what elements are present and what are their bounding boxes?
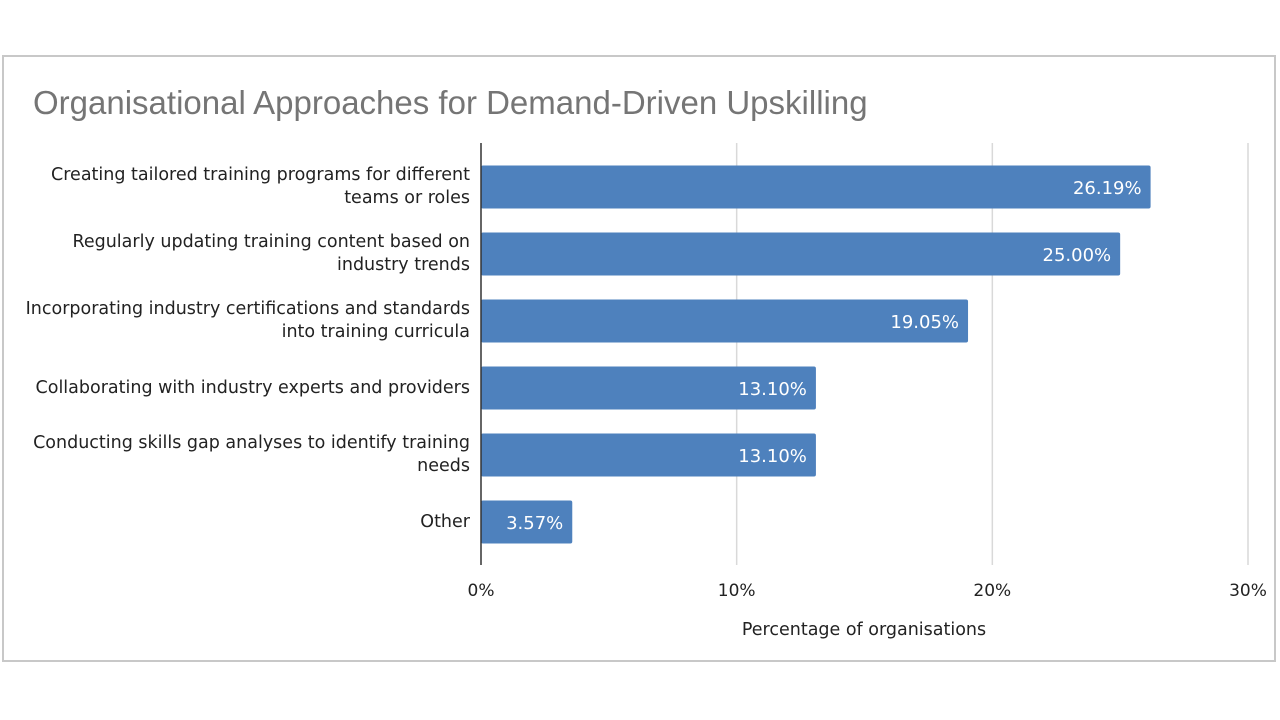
x-tick-label: 0% [468, 581, 495, 601]
x-axis-title: Percentage of organisations [741, 620, 987, 640]
x-tick-label: 20% [973, 581, 1011, 601]
bar [481, 232, 1121, 276]
category-label: Conducting skills gap analyses to identi… [33, 433, 470, 476]
bar-data-label: 25.00% [1043, 245, 1112, 266]
bar-data-label: 13.10% [738, 379, 807, 400]
category-label: Collaborating with industry experts and … [35, 377, 470, 398]
bar [481, 165, 1151, 209]
category-label: Incorporating industry certifications an… [25, 299, 470, 342]
chart-frame [2, 55, 1276, 662]
category-label: Creating tailored training programs for … [51, 165, 470, 208]
category-label: Regularly updating training content base… [72, 232, 470, 275]
bar-data-label: 3.57% [506, 513, 563, 534]
bar [481, 366, 816, 410]
x-tick-label: 10% [718, 581, 756, 601]
bar-data-label: 26.19% [1073, 178, 1142, 199]
chart-title: Organisational Approaches for Demand-Dri… [33, 84, 868, 121]
category-label: Other [420, 511, 470, 532]
bar-data-label: 13.10% [738, 446, 807, 467]
bar [481, 500, 573, 544]
bar [481, 433, 816, 477]
x-tick-label: 30% [1229, 581, 1267, 601]
bar-data-label: 19.05% [890, 312, 959, 333]
bar [481, 299, 969, 343]
